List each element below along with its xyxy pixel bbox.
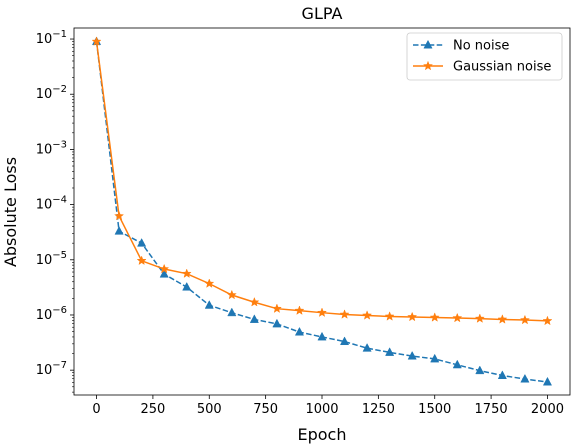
x-axis-label: Epoch xyxy=(298,425,347,444)
legend-box xyxy=(406,32,563,81)
y-tick-label: 10−6 xyxy=(36,305,67,323)
legend-marker xyxy=(423,39,433,49)
data-point xyxy=(226,289,237,300)
x-tick-label: 2000 xyxy=(531,402,564,417)
legend: No noise Gaussian noise xyxy=(406,32,563,81)
data-point xyxy=(542,376,553,386)
data-point xyxy=(294,326,305,336)
data-point xyxy=(91,36,102,46)
x-tick-label: 1750 xyxy=(475,402,508,417)
data-point xyxy=(339,336,350,346)
data-point xyxy=(227,307,237,317)
data-point xyxy=(497,370,507,379)
data-point xyxy=(249,296,260,307)
data-point xyxy=(159,263,170,274)
y-tick-label: 10−7 xyxy=(36,360,67,378)
data-point xyxy=(114,210,125,221)
x-tick-label: 250 xyxy=(140,402,165,417)
y-axis-label: Absolute Loss xyxy=(1,157,20,267)
y-tick-label: 10−2 xyxy=(36,84,67,102)
data-point xyxy=(520,373,530,383)
data-point xyxy=(249,314,259,323)
x-tick-label: 500 xyxy=(197,402,222,417)
data-point xyxy=(385,347,395,356)
y-tick-label: 10−5 xyxy=(36,250,67,268)
y-tick-label: 10−4 xyxy=(36,195,67,213)
data-point xyxy=(430,353,440,363)
data-point xyxy=(497,314,508,324)
data-point xyxy=(519,314,530,325)
axes-frame xyxy=(73,27,571,396)
data-point xyxy=(272,318,282,328)
data-point xyxy=(114,226,124,235)
data-point xyxy=(204,300,214,309)
data-point xyxy=(407,311,418,322)
data-point xyxy=(339,309,350,319)
x-tick-label: 1250 xyxy=(362,402,395,417)
legend-label: Gaussian noise xyxy=(453,60,551,75)
data-point xyxy=(136,255,147,266)
plot-area: 10−1 10−2 10−3 10−4 10−5 10−6 10−7 0 250 500 750 10… xyxy=(36,27,571,417)
data-point xyxy=(204,278,215,288)
data-point xyxy=(452,312,463,323)
data-point xyxy=(429,312,440,322)
data-point xyxy=(159,268,169,278)
y-tick-label: 10−1 xyxy=(36,29,67,47)
legend-marker xyxy=(422,60,434,71)
data-point xyxy=(407,350,417,360)
x-tick-label: 1000 xyxy=(305,402,338,417)
data-point xyxy=(474,313,485,323)
data-point xyxy=(475,365,485,375)
data-point xyxy=(542,315,553,326)
data-point xyxy=(362,343,372,352)
legend-label: No noise xyxy=(453,39,509,54)
x-tick-label: 0 xyxy=(92,402,100,417)
data-point xyxy=(362,310,373,320)
data-point xyxy=(452,359,462,369)
data-point xyxy=(294,305,305,315)
data-point xyxy=(317,331,327,341)
data-point xyxy=(316,307,328,317)
data-point xyxy=(182,281,192,291)
y-tick-label: 10−3 xyxy=(36,139,67,157)
x-tick-label: 750 xyxy=(253,402,278,417)
x-tick-label: 1500 xyxy=(418,402,451,417)
data-point xyxy=(137,238,147,247)
data-point xyxy=(181,268,192,278)
data-point xyxy=(271,303,282,313)
data-point xyxy=(384,311,395,321)
chart-title: GLPA xyxy=(302,4,343,23)
